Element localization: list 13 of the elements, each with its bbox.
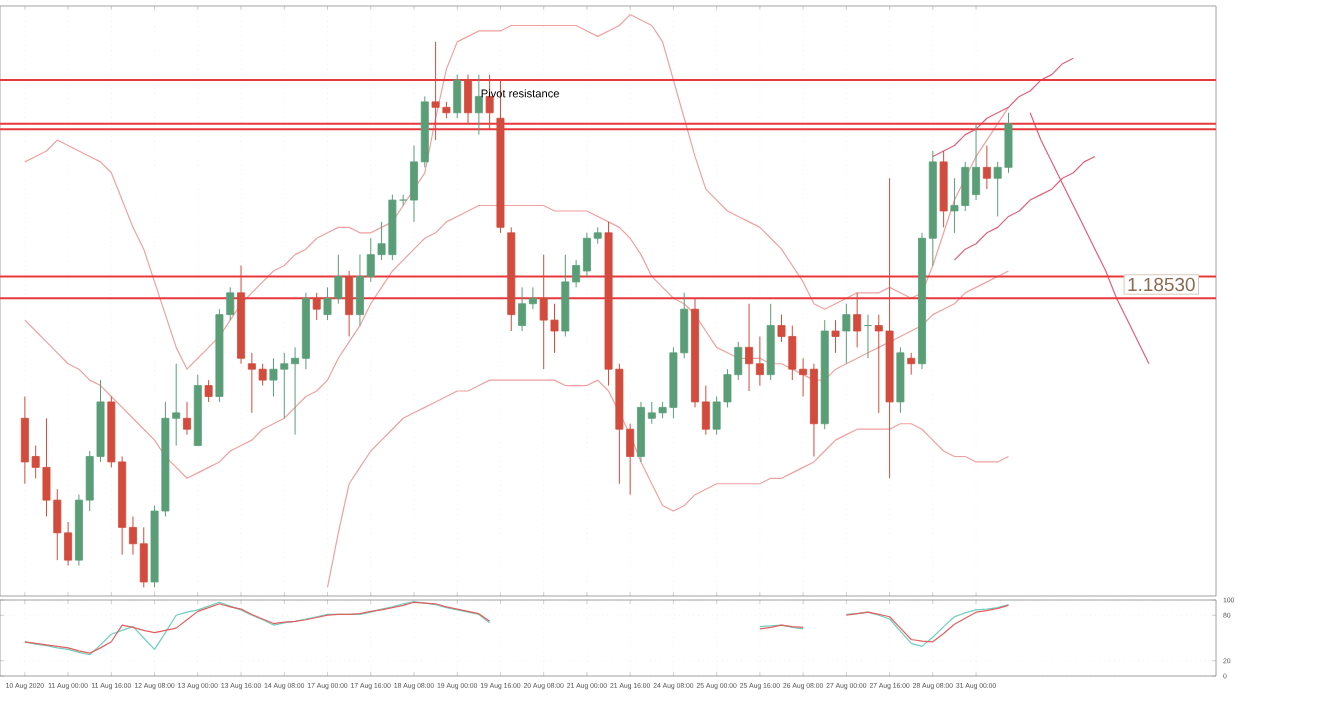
candlestick [312, 292, 321, 321]
candlestick [183, 401, 191, 436]
candlestick [907, 352, 916, 376]
candlestick [853, 292, 862, 348]
candlestick [982, 145, 991, 190]
annotation: 1.18530 [1128, 277, 1195, 292]
candlestick [345, 270, 354, 337]
candlestick [464, 74, 472, 125]
candlestick [831, 319, 840, 354]
candlestick [474, 74, 483, 136]
candlestick [842, 303, 851, 365]
candlestick [204, 379, 213, 403]
candlestick [453, 74, 462, 119]
